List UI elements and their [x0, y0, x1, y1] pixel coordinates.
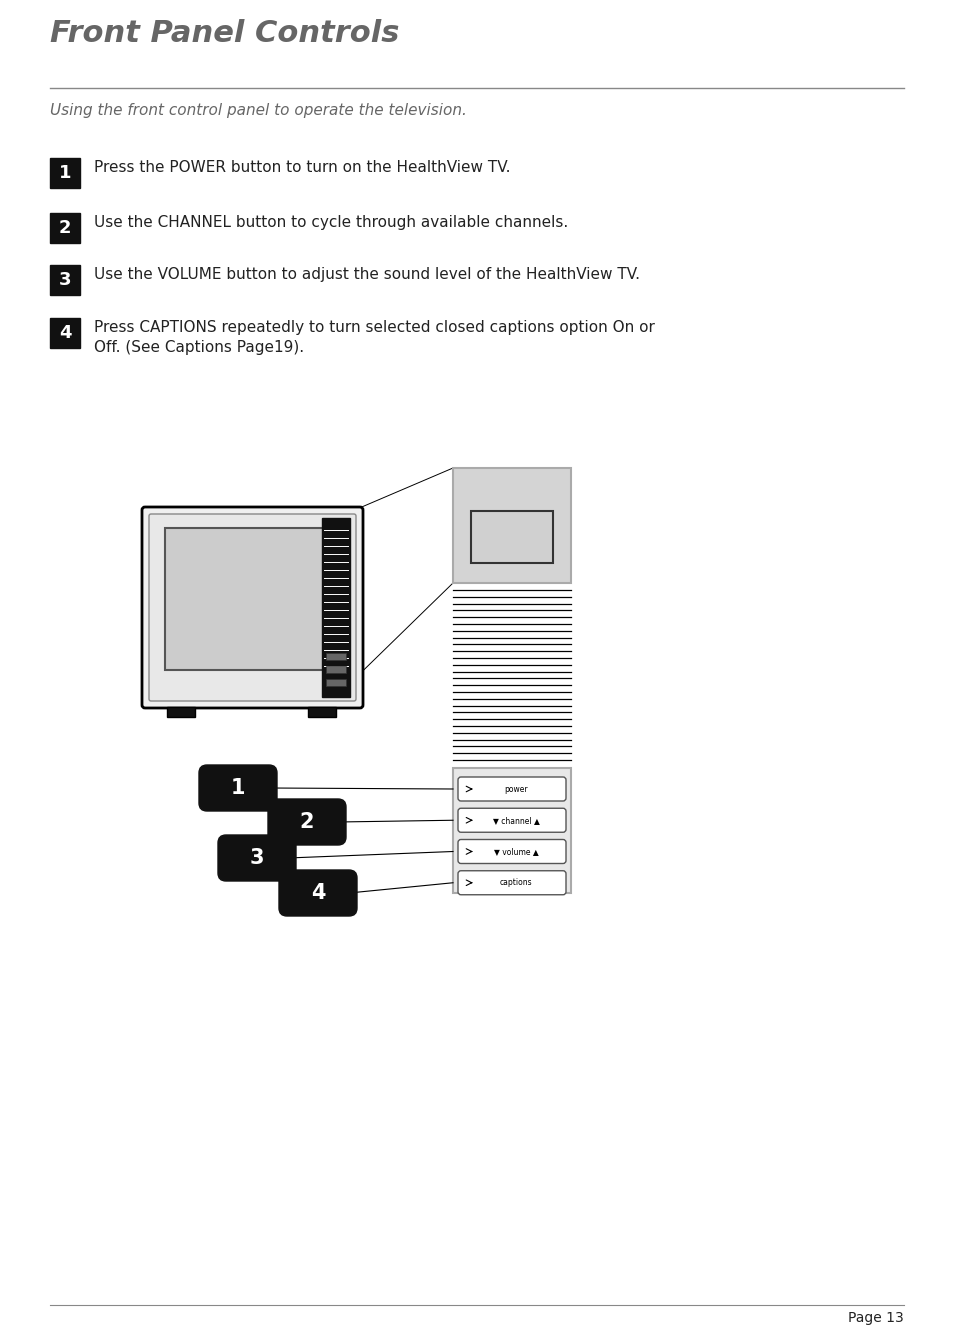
Bar	[326, 680, 346, 686]
Text: power: power	[503, 785, 527, 793]
FancyBboxPatch shape	[149, 514, 355, 701]
Bar	[308, 708, 335, 717]
Text: 4: 4	[59, 324, 71, 342]
Text: 3: 3	[59, 271, 71, 288]
Text: 4: 4	[311, 882, 325, 902]
Text: 2: 2	[299, 812, 314, 832]
Bar	[326, 666, 346, 673]
FancyBboxPatch shape	[142, 507, 363, 708]
Bar	[326, 653, 346, 659]
Bar	[50, 214, 80, 243]
FancyBboxPatch shape	[199, 765, 276, 810]
FancyBboxPatch shape	[457, 840, 565, 864]
FancyBboxPatch shape	[278, 870, 356, 916]
Bar	[322, 518, 350, 697]
Text: Use the VOLUME button to adjust the sound level of the HealthView TV.: Use the VOLUME button to adjust the soun…	[94, 267, 639, 282]
Text: Using the front control panel to operate the television.: Using the front control panel to operate…	[50, 103, 466, 117]
Bar	[453, 469, 571, 583]
FancyBboxPatch shape	[268, 800, 346, 845]
FancyBboxPatch shape	[218, 834, 295, 881]
Text: captions: captions	[499, 878, 532, 888]
Text: 2: 2	[59, 219, 71, 238]
Text: ▼ channel ▲: ▼ channel ▲	[492, 816, 538, 825]
FancyBboxPatch shape	[457, 777, 565, 801]
Text: 3: 3	[250, 848, 264, 868]
Bar	[471, 511, 553, 563]
Bar	[50, 158, 80, 188]
Text: Front Panel Controls: Front Panel Controls	[50, 19, 399, 48]
Text: 1: 1	[59, 164, 71, 182]
Bar	[167, 708, 194, 717]
Text: ▼ volume ▲: ▼ volume ▲	[493, 846, 537, 856]
FancyBboxPatch shape	[457, 870, 565, 894]
Text: 1: 1	[231, 778, 245, 798]
Bar	[50, 266, 80, 295]
Text: Press CAPTIONS repeatedly to turn selected closed captions option On or
Off. (Se: Press CAPTIONS repeatedly to turn select…	[94, 320, 654, 355]
Bar	[165, 529, 325, 670]
Text: Press the POWER button to turn on the HealthView TV.: Press the POWER button to turn on the He…	[94, 160, 510, 175]
Text: Page 13: Page 13	[847, 1311, 903, 1326]
Bar	[50, 318, 80, 348]
FancyBboxPatch shape	[457, 808, 565, 832]
Bar	[453, 768, 571, 893]
Text: Use the CHANNEL button to cycle through available channels.: Use the CHANNEL button to cycle through …	[94, 215, 568, 230]
